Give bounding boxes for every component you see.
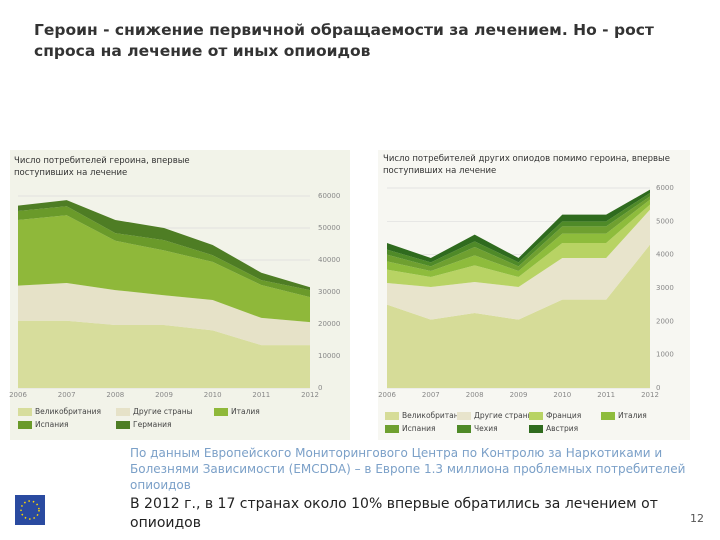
legend-label: Другие страны <box>474 411 534 420</box>
chart-title: Число потребителей героина, впервые пост… <box>14 156 190 178</box>
x-tick-label: 2007 <box>422 391 440 399</box>
legend-label: Испания <box>402 424 436 433</box>
y-tick-label: 0 <box>318 384 322 392</box>
legend-label: Германия <box>133 420 172 429</box>
x-tick-label: 2010 <box>204 391 222 399</box>
area <box>18 283 310 346</box>
x-tick-label: 2011 <box>597 391 615 399</box>
y-tick-label: 3000 <box>656 284 674 292</box>
y-tick-label: 0 <box>656 384 660 392</box>
legend-label: Австрия <box>546 424 578 433</box>
legend-swatch <box>116 408 130 416</box>
x-tick-label: 2008 <box>106 391 124 399</box>
y-tick-label: 1000 <box>656 351 674 359</box>
legend-label: Италия <box>618 411 647 420</box>
area <box>387 196 650 271</box>
legend-swatch <box>18 421 32 429</box>
logo <box>15 495 45 525</box>
legend-swatch <box>385 425 399 433</box>
legend-swatch <box>457 425 471 433</box>
x-tick-label: 2010 <box>553 391 571 399</box>
y-tick-label: 20000 <box>318 320 340 328</box>
legend-swatch <box>457 412 471 420</box>
slide-title: Героин - снижение первичной обращаемости… <box>34 21 654 60</box>
area <box>387 189 650 263</box>
x-tick-label: 2007 <box>58 391 76 399</box>
x-tick-label: 2009 <box>155 391 173 399</box>
legend-label: Другие страны <box>133 407 193 416</box>
page-number: 12 <box>690 512 704 525</box>
x-tick-label: 2011 <box>252 391 270 399</box>
legend-label: Великобритания <box>35 407 101 416</box>
legend-swatch <box>529 412 543 420</box>
x-tick-label: 2006 <box>378 391 396 399</box>
logo-stars <box>20 500 40 520</box>
y-tick-label: 50000 <box>318 224 340 232</box>
y-tick-label: 10000 <box>318 352 340 360</box>
area <box>18 206 310 298</box>
x-tick-label: 2008 <box>466 391 484 399</box>
y-tick-label: 5000 <box>656 217 674 225</box>
area <box>387 204 650 287</box>
area <box>387 199 650 277</box>
y-tick-label: 30000 <box>318 288 340 296</box>
legend-swatch <box>601 412 615 420</box>
statement: В 2012 г., в 17 странах около 10% впервы… <box>130 496 658 531</box>
x-tick-label: 2009 <box>510 391 528 399</box>
note: По данным Европейского Мониторингового Ц… <box>130 446 686 492</box>
legend-swatch <box>385 412 399 420</box>
area <box>387 193 650 267</box>
legend-swatch <box>529 425 543 433</box>
y-tick-label: 40000 <box>318 256 340 264</box>
area <box>18 215 310 323</box>
legend-swatch <box>214 408 228 416</box>
legend-swatch <box>18 408 32 416</box>
area <box>18 320 310 388</box>
legend-label: Великобритания <box>402 411 468 420</box>
legend-swatch <box>116 421 130 429</box>
legend-label: Чехия <box>474 424 498 433</box>
legend-label: Франция <box>546 411 581 420</box>
y-tick-label: 6000 <box>656 184 674 192</box>
legend-label: Италия <box>231 407 260 416</box>
chart-title: Число потребителей других опиодов помимо… <box>383 154 670 176</box>
y-tick-label: 2000 <box>656 317 674 325</box>
area <box>18 200 310 291</box>
area <box>387 209 650 320</box>
y-tick-label: 4000 <box>656 251 674 259</box>
y-tick-label: 60000 <box>318 192 340 200</box>
area <box>387 244 650 388</box>
legend-label: Испания <box>35 420 69 429</box>
x-tick-label: 2012 <box>641 391 659 399</box>
x-tick-label: 2006 <box>9 391 27 399</box>
x-tick-label: 2012 <box>301 391 319 399</box>
